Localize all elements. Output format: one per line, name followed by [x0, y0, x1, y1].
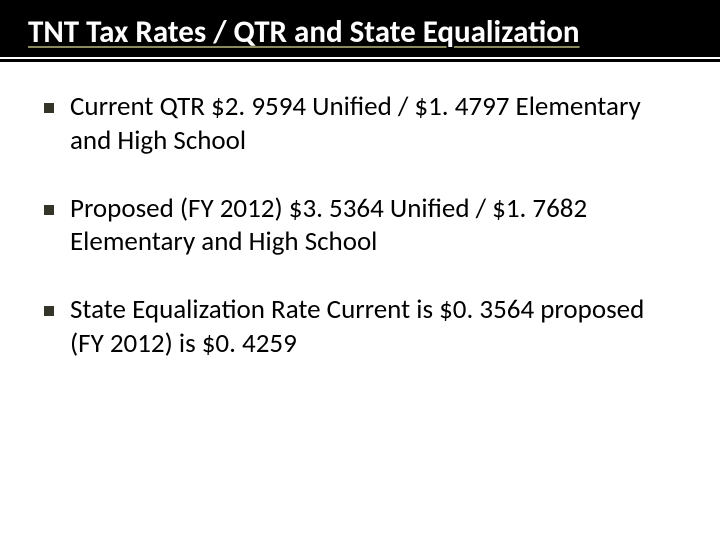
list-item: Current QTR $2. 9594 Unified / $1. 4797 …	[44, 90, 676, 158]
bullet-text: Proposed (FY 2012) $3. 5364 Unified / $1…	[70, 192, 676, 260]
bullet-text: Current QTR $2. 9594 Unified / $1. 4797 …	[70, 90, 676, 158]
bullet-list: Current QTR $2. 9594 Unified / $1. 4797 …	[44, 90, 676, 361]
slide-title: TNT Tax Rates / QTR and State Equalizati…	[28, 14, 692, 51]
square-bullet-icon	[44, 103, 54, 113]
list-item: Proposed (FY 2012) $3. 5364 Unified / $1…	[44, 192, 676, 260]
square-bullet-icon	[44, 205, 54, 215]
slide-content: Current QTR $2. 9594 Unified / $1. 4797 …	[0, 62, 720, 361]
square-bullet-icon	[44, 306, 54, 316]
bullet-text: State Equalization Rate Current is $0. 3…	[70, 293, 676, 361]
list-item: State Equalization Rate Current is $0. 3…	[44, 293, 676, 361]
slide-header: TNT Tax Rates / QTR and State Equalizati…	[0, 0, 720, 57]
